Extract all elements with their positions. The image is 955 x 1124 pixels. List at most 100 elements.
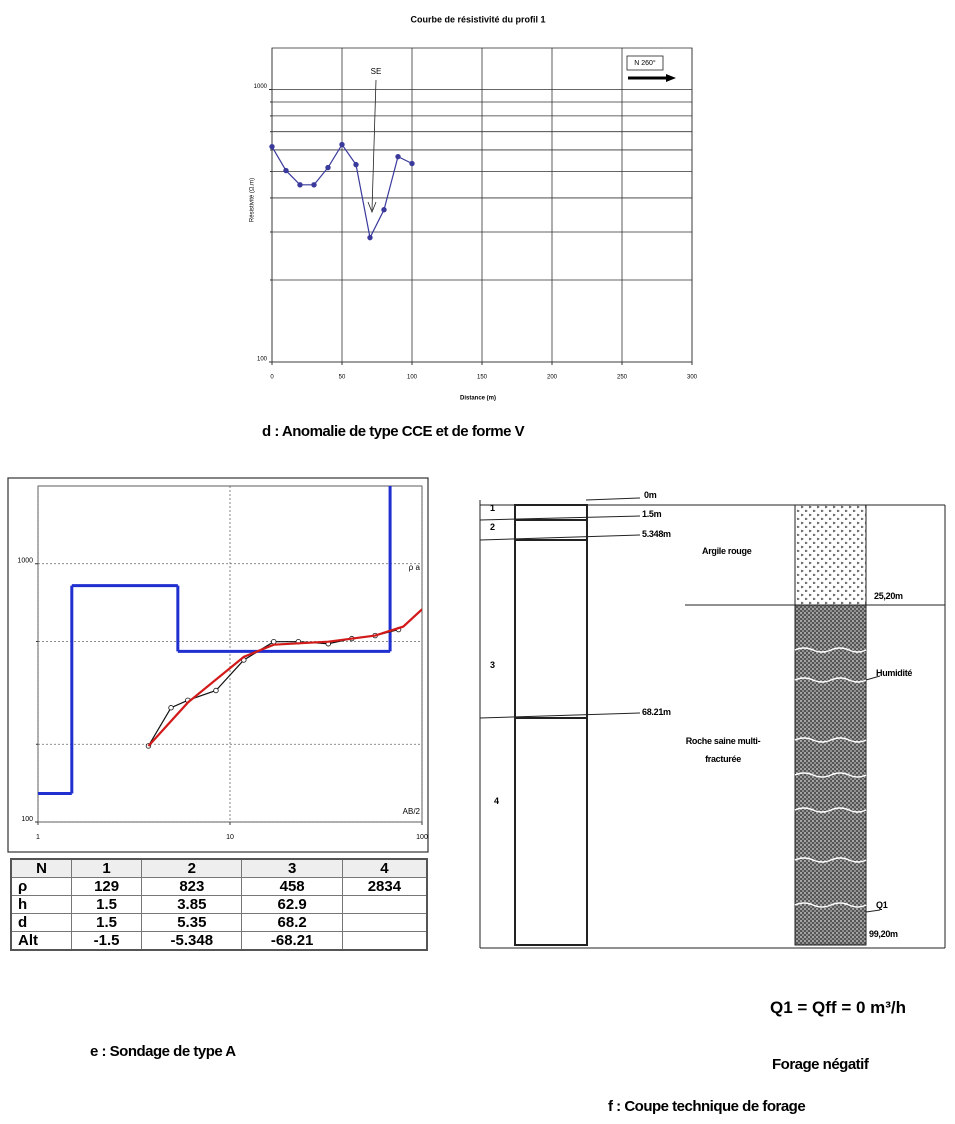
layer-number: 1 [490, 503, 495, 513]
table-row: d 1.5 5.35 68.2 [10, 913, 428, 932]
lithology-label: Argile rouge [702, 546, 752, 556]
layer-number: 2 [490, 522, 495, 532]
note: Humidité [876, 668, 913, 678]
y-tick-label: 1000 [17, 558, 33, 565]
log-depth: 25,20m [874, 591, 903, 601]
table-cell: 68.2 [241, 913, 343, 932]
lithology-label: Roche saine multi-fracturée [685, 736, 761, 764]
x-tick-label: 150 [477, 375, 488, 381]
table-row: ρ 129 823 458 2834 [10, 877, 428, 896]
x-tick-label: 1 [36, 834, 40, 841]
x-tick-label: 10 [226, 834, 234, 841]
data-point [381, 207, 387, 213]
x-tick-label: 100 [416, 834, 428, 841]
x-axis-label: AB/2 [403, 807, 421, 816]
x-tick-label: 200 [547, 375, 558, 381]
north-box [626, 55, 664, 71]
row-label: h [10, 895, 72, 914]
depth-label: 1.5m [642, 509, 662, 519]
x-tick-label: 300 [687, 375, 698, 381]
caption: e : Sondage de type A [90, 1043, 236, 1060]
table-cell: 129 [70, 877, 143, 896]
data-point [168, 705, 174, 711]
table-cell: -1.5 [70, 931, 143, 951]
row-label: Alt [10, 931, 72, 951]
data-point [271, 639, 277, 645]
data-point [311, 182, 317, 188]
result-note: Forage négatif [772, 1056, 869, 1073]
caption: d : Anomalie de type CCE et de forme V [262, 423, 525, 440]
x-tick-label: 50 [339, 375, 346, 381]
depth-label: 68.21m [642, 707, 671, 717]
leader [865, 909, 881, 913]
leader [865, 675, 881, 681]
table-row: h 1.5 3.85 62.9 [10, 895, 428, 914]
sounding-frame [7, 477, 429, 853]
y-tick-label: 100 [21, 816, 33, 823]
annotation-arrow [371, 79, 377, 211]
plot-layer [38, 486, 422, 795]
caption: f : Coupe technique de forage [608, 1098, 806, 1115]
table-cell: 2834 [341, 877, 428, 896]
borehole-frame [479, 497, 946, 949]
fracture-lines [794, 647, 867, 908]
table-cell: 458 [241, 877, 343, 896]
plot-layer [269, 141, 415, 241]
data-point [395, 153, 401, 160]
x-tick-label: 250 [617, 375, 628, 381]
y-tick-label: 100 [257, 357, 268, 363]
empty-cell [341, 913, 428, 932]
row-label: ρ [10, 877, 72, 896]
note: Q1 [876, 900, 888, 910]
data-point [269, 143, 275, 150]
row-label: d [10, 913, 72, 932]
column-header: 1 [70, 858, 143, 878]
arrow-head [367, 201, 377, 214]
data-point [339, 141, 345, 148]
y-axis-label: ρ a [409, 563, 421, 572]
table-cell: 823 [141, 877, 243, 896]
clay-layer [794, 504, 867, 606]
table-cell: 62.9 [241, 895, 343, 914]
data-point [213, 687, 219, 694]
y-tick-label: 1000 [254, 84, 268, 90]
annotation: SE [371, 67, 382, 76]
x-tick-label: 100 [407, 375, 418, 381]
column-header: 4 [341, 858, 428, 878]
table-cell: -5.348 [141, 931, 243, 951]
empty-cell [341, 931, 428, 951]
y-axis-label: Résistivité (Ω.m) [250, 178, 256, 222]
series-line [147, 628, 399, 747]
data-point [367, 234, 373, 241]
depth-label: 0m [644, 490, 657, 500]
series-line [147, 608, 422, 747]
table-cell: 1.5 [70, 913, 143, 932]
table-row: Alt -1.5 -5.348 -68.21 [10, 931, 428, 951]
chart-title: Courbe de résistivité du profil 1 [410, 14, 545, 24]
column-header: N [10, 858, 72, 878]
log-depth: 99,20m [869, 929, 898, 939]
depth-label: 5.348m [642, 529, 671, 539]
data-point [353, 161, 359, 168]
x-axis-label: Distance (m) [460, 396, 496, 402]
layer-number: 4 [494, 796, 499, 806]
table-cell: -68.21 [241, 931, 343, 951]
data-point [297, 182, 303, 188]
data-point [409, 160, 415, 167]
annotation: N 260° [634, 59, 656, 67]
table-cell: 3.85 [141, 895, 243, 914]
data-point [283, 167, 289, 174]
table-cell: 1.5 [70, 895, 143, 914]
arrow-head [666, 74, 676, 82]
x-tick-label: 0 [270, 375, 274, 381]
flow-note: Q1 = Qff = 0 m³/h [770, 998, 907, 1017]
data-point [325, 164, 331, 171]
column-header: 3 [241, 858, 343, 878]
column-header: 2 [141, 858, 243, 878]
layer-number: 3 [490, 660, 495, 670]
empty-cell [341, 895, 428, 914]
